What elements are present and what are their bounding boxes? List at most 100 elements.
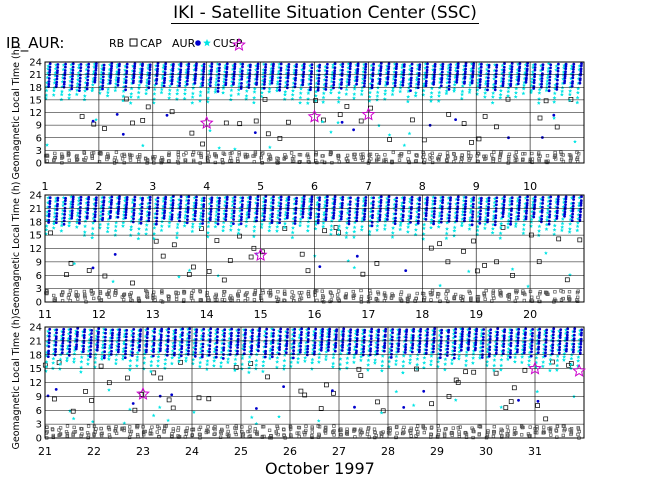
aur-point: [286, 328, 290, 331]
aur-point: [418, 345, 421, 349]
rb-point: [453, 156, 458, 161]
rb-point: [79, 434, 83, 438]
aur-point: [194, 338, 198, 341]
cusp-point: [213, 331, 218, 336]
cusp-point: [121, 354, 126, 358]
aur-point: [580, 62, 583, 66]
cusp-point: [470, 361, 475, 365]
cusp-point: [499, 79, 504, 83]
aur-point: [470, 79, 474, 83]
aur-point: [509, 76, 513, 80]
aur-point: [355, 78, 359, 81]
cusp-point: [467, 227, 472, 231]
cusp-point: [67, 223, 72, 228]
aur-point: [131, 347, 135, 351]
rb-point: [268, 289, 273, 293]
cusp-point: [429, 86, 434, 91]
aur-point: [482, 328, 486, 331]
cusp-point: [499, 84, 504, 88]
cusp-point: [443, 362, 448, 366]
aur-point: [347, 216, 351, 220]
cusp-point: [68, 83, 72, 88]
aur-point: [441, 67, 444, 71]
aur-point: [448, 202, 452, 206]
aur-point: [117, 333, 121, 337]
aur-point: [383, 341, 387, 345]
cusp-point: [136, 95, 141, 99]
rb-point: [51, 435, 55, 440]
aur-point: [64, 65, 67, 69]
aur-point: [398, 330, 401, 334]
cusp-point: [182, 220, 187, 225]
aur-point: [86, 69, 90, 72]
aur-point: [541, 63, 545, 67]
aur-point: [96, 344, 99, 347]
rb-point: [514, 150, 518, 154]
cusp-point: [107, 74, 112, 78]
aur-point: [147, 82, 151, 86]
cusp-point: [44, 84, 49, 89]
cusp-point: [214, 213, 219, 218]
aur-point: [402, 198, 406, 202]
cusp-point: [430, 206, 435, 210]
cusp-point: [367, 94, 372, 99]
aur-point: [341, 346, 344, 349]
aur-point: [240, 215, 243, 219]
rb-point: [72, 425, 76, 430]
aur-point: [256, 198, 260, 202]
rb-point: [255, 432, 259, 436]
aur-point: [556, 198, 560, 201]
cusp-point: [436, 99, 441, 103]
aur-point: [417, 71, 421, 75]
aur-point: [379, 198, 383, 202]
aur-point: [233, 199, 237, 202]
cusp-point: [575, 220, 580, 225]
cusp-point: [460, 89, 465, 94]
cap-point: [83, 389, 88, 394]
cusp-point: [368, 214, 373, 218]
cusp-point: [97, 91, 102, 95]
aur-point: [140, 212, 144, 216]
aur-point: [410, 69, 414, 73]
cusp-point: [323, 357, 328, 362]
cusp-point: [87, 337, 92, 342]
rb-point: [329, 298, 334, 302]
cusp-point: [156, 354, 161, 359]
aur-point: [102, 203, 105, 207]
aur-point: [404, 348, 407, 352]
aur-point: [172, 62, 175, 66]
rb-point: [138, 153, 142, 157]
rb-point: [267, 290, 271, 295]
aur-point: [313, 334, 317, 338]
aur-point: [409, 211, 413, 215]
aur-point: [78, 80, 82, 83]
cusp-point: [269, 334, 274, 338]
aur-point: [524, 80, 528, 84]
aur-point: [152, 341, 156, 345]
legend-aur-dot: [195, 40, 201, 46]
aur-point: [509, 82, 513, 86]
cusp-point: [255, 338, 260, 342]
aur-point: [446, 351, 449, 354]
aur-point: [55, 77, 59, 81]
rb-point: [537, 158, 541, 163]
cusp-point: [332, 337, 337, 342]
cusp-point: [387, 350, 392, 355]
cusp-point: [105, 93, 110, 98]
cusp-point: [429, 350, 434, 355]
aur-point: [478, 218, 482, 221]
cusp-point: [192, 345, 196, 350]
aur-point: [233, 70, 236, 74]
rb-point: [499, 294, 503, 298]
cusp-point: [183, 80, 188, 84]
rb-point: [323, 431, 328, 435]
cusp-point: [115, 339, 120, 344]
aur-point: [416, 221, 420, 225]
rb-point: [332, 429, 336, 433]
aur-point: [286, 83, 289, 86]
cap-point: [461, 248, 466, 254]
event-marker: [361, 107, 376, 121]
aur-point: [355, 210, 359, 214]
aur-point: [102, 199, 106, 203]
cap-point: [189, 130, 195, 136]
